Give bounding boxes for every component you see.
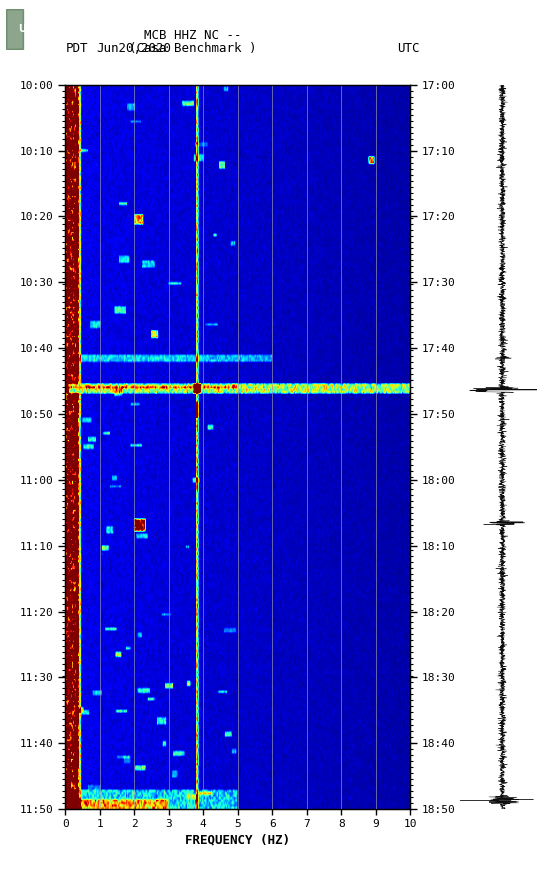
Text: (Casa Benchmark ): (Casa Benchmark ) bbox=[130, 42, 257, 54]
X-axis label: FREQUENCY (HZ): FREQUENCY (HZ) bbox=[185, 834, 290, 847]
Text: USGS: USGS bbox=[18, 24, 48, 34]
Text: PDT: PDT bbox=[66, 42, 89, 54]
Text: UTC: UTC bbox=[397, 42, 420, 54]
Text: Jun20,2020: Jun20,2020 bbox=[97, 42, 172, 54]
Text: MCB HHZ NC --: MCB HHZ NC -- bbox=[145, 29, 242, 42]
